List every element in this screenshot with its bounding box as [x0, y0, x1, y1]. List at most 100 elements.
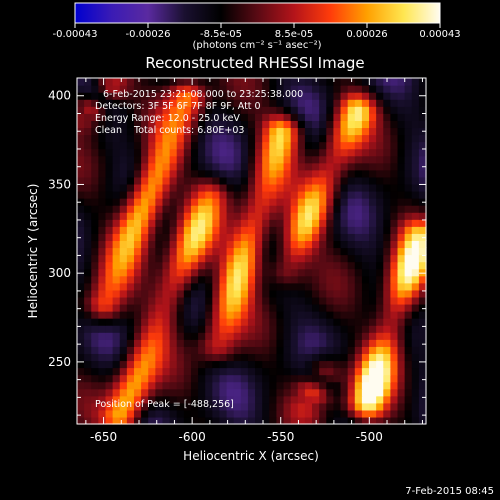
- heatmap-cell: [247, 388, 256, 397]
- heatmap-cell: [112, 332, 121, 340]
- heatmap-cell: [133, 106, 142, 114]
- heatmap-cell: [290, 339, 299, 347]
- heatmap-cell: [283, 325, 292, 333]
- heatmap-cell: [84, 127, 92, 136]
- heatmap-cell: [226, 226, 235, 234]
- heatmap-cell: [91, 275, 99, 284]
- heatmap-cell: [255, 176, 263, 185]
- heatmap-cell: [176, 353, 185, 362]
- heatmap-cell: [276, 148, 285, 157]
- heatmap-cell: [390, 374, 399, 383]
- heatmap-cell: [361, 226, 370, 234]
- heatmap-cell: [240, 247, 249, 256]
- heatmap-cell: [369, 183, 377, 192]
- heatmap-cell: [233, 113, 242, 121]
- heatmap-cell: [247, 332, 256, 340]
- heatmap-cell: [155, 205, 164, 213]
- heatmap-cell: [91, 92, 99, 100]
- heatmap-cell: [262, 409, 270, 418]
- heatmap-cell: [205, 226, 213, 234]
- heatmap-cell: [312, 325, 320, 333]
- heatmap-cell: [155, 183, 164, 192]
- heatmap-cell: [354, 346, 363, 354]
- heatmap-cell: [112, 183, 121, 192]
- heatmap-cell: [340, 148, 349, 157]
- heatmap-cell: [326, 247, 335, 256]
- heatmap-cell: [198, 106, 206, 114]
- heatmap-cell: [361, 78, 370, 86]
- heatmap-cell: [247, 296, 256, 305]
- heatmap-cell: [312, 282, 320, 291]
- heatmap-cell: [205, 254, 213, 263]
- heatmap-cell: [183, 346, 192, 354]
- heatmap-cell: [383, 190, 391, 199]
- heatmap-cell: [162, 402, 171, 411]
- heatmap-cell: [198, 388, 206, 397]
- heatmap-cell: [347, 303, 356, 312]
- heatmap-cell: [141, 346, 149, 354]
- heatmap-cell: [148, 141, 156, 150]
- heatmap-cell: [98, 233, 107, 242]
- heatmap-cell: [219, 183, 228, 192]
- heatmap-cell: [77, 148, 85, 157]
- heatmap-cell: [91, 296, 99, 305]
- heatmap-cell: [361, 183, 370, 192]
- heatmap-cell: [390, 395, 399, 404]
- heatmap-cell: [262, 254, 270, 263]
- heatmap-cell: [169, 155, 178, 164]
- heatmap-cell: [119, 205, 128, 213]
- heatmap-cell: [98, 416, 107, 425]
- heatmap-cell: [162, 346, 171, 354]
- heatmap-cell: [283, 268, 292, 277]
- heatmap-cell: [112, 409, 121, 418]
- heatmap-cell: [347, 275, 356, 284]
- heatmap-cell: [169, 275, 178, 284]
- heatmap-cell: [383, 155, 391, 164]
- heatmap-cell: [262, 141, 270, 150]
- heatmap-cell: [255, 78, 263, 86]
- heatmap-cell: [269, 226, 278, 234]
- heatmap-cell: [312, 141, 320, 150]
- heatmap-cell: [333, 169, 342, 178]
- heatmap-cell: [84, 346, 92, 354]
- heatmap-cell: [361, 219, 370, 227]
- heatmap-cell: [105, 233, 114, 242]
- heatmap-cell: [276, 402, 285, 411]
- heatmap-cell: [155, 99, 164, 107]
- annotation-energy-range: Energy Range: 12.0 - 25.0 keV: [95, 113, 240, 124]
- heatmap-cell: [369, 113, 377, 121]
- heatmap-cell: [119, 289, 128, 298]
- heatmap-cell: [347, 339, 356, 347]
- heatmap-cell: [226, 388, 235, 397]
- heatmap-cell: [312, 303, 320, 312]
- heatmap-cell: [276, 261, 285, 270]
- heatmap-cell: [162, 409, 171, 418]
- heatmap-cell: [383, 120, 391, 129]
- heatmap-cell: [312, 261, 320, 270]
- heatmap-cell: [247, 416, 256, 425]
- heatmap-cell: [169, 367, 178, 376]
- heatmap-cell: [183, 233, 192, 242]
- heatmap-cell: [290, 85, 299, 93]
- heatmap-cell: [340, 311, 349, 319]
- heatmap-cell: [205, 303, 213, 312]
- heatmap-cell: [390, 78, 399, 86]
- colorbar-gradient: [74, 2, 441, 24]
- heatmap-cell: [169, 303, 178, 312]
- heatmap-cell: [383, 332, 391, 340]
- heatmap-cell: [319, 388, 327, 397]
- heatmap-cell: [376, 127, 384, 136]
- heatmap-cell: [148, 332, 156, 340]
- heatmap-cell: [411, 127, 420, 136]
- heatmap-cell: [247, 212, 256, 220]
- heatmap-cell: [162, 169, 171, 178]
- heatmap-cell: [162, 219, 171, 227]
- heatmap-cell: [340, 219, 349, 227]
- heatmap-cell: [105, 120, 114, 129]
- heatmap-cell: [190, 360, 199, 369]
- heatmap-cell: [169, 190, 178, 199]
- heatmap-cell: [112, 198, 121, 206]
- heatmap-cell: [297, 247, 306, 256]
- heatmap-cell: [361, 148, 370, 157]
- heatmap-cell: [383, 212, 391, 220]
